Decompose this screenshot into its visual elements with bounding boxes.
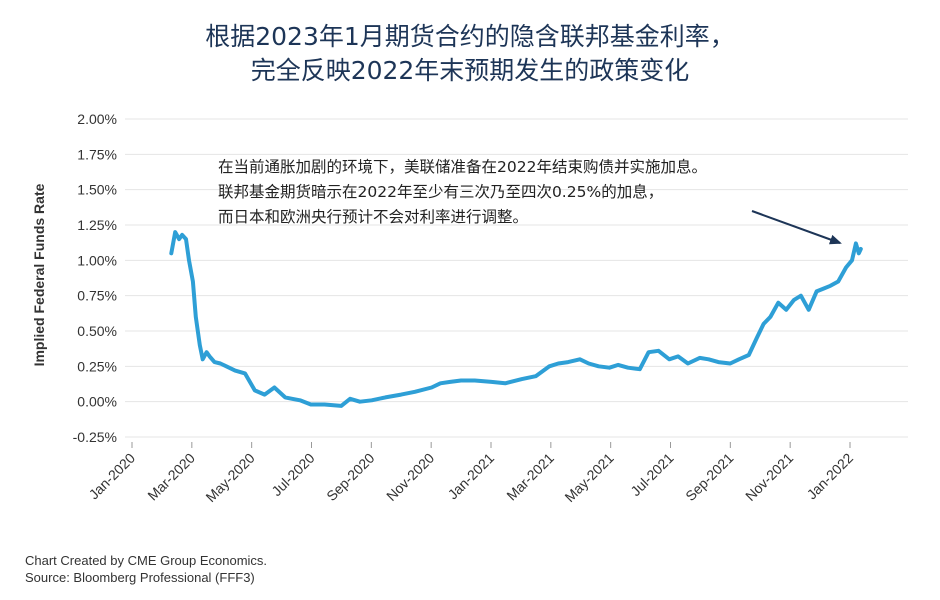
grid-lines <box>125 118 908 438</box>
x-tick-label: Mar-2021 <box>503 450 557 504</box>
x-tick-label: Mar-2020 <box>144 450 198 504</box>
y-tick-label: 0.75% <box>77 288 117 304</box>
y-tick-label: 0.50% <box>77 323 117 339</box>
annotation-arrow <box>751 210 842 245</box>
x-tick-label: Nov-2021 <box>742 450 796 504</box>
y-tick-label: 2.00% <box>77 111 117 127</box>
x-tick-label: Nov-2020 <box>383 450 437 504</box>
y-axis-tick-labels: -0.25% 0.00% 0.25% 0.50% 0.75% 1.00% 1.25% 1.50… <box>73 111 117 445</box>
x-tick-label: May-2020 <box>202 450 257 505</box>
chart-title-line-2: 完全反映2022年末预期发生的政策变化 <box>250 56 690 85</box>
x-axis-tick-labels: Jan-2020 Mar-2020 May-2020 Jul-2020 Sep-2020… <box>86 442 857 505</box>
footer-credit: Chart Created by CME Group Economics. <box>25 553 268 568</box>
x-tick-label: Jul-2020 <box>268 450 317 499</box>
annotation-line-1: 在当前通胀加剧的环境下，美联储准备在2022年结束购债并实施加息。 <box>218 157 707 176</box>
x-tick-label: Jan-2022 <box>804 450 857 503</box>
y-tick-label: 0.00% <box>77 394 117 410</box>
x-tick-label: Sep-2021 <box>682 450 736 504</box>
y-tick-label: 1.00% <box>77 252 117 268</box>
y-tick-label: 0.25% <box>77 358 117 374</box>
y-tick-label: -0.25% <box>73 429 117 445</box>
series-line-implied-rate <box>169 230 863 408</box>
annotation: 在当前通胀加剧的环境下，美联储准备在2022年结束购债并实施加息。 联邦基金期货… <box>218 157 842 245</box>
y-axis-label: Implied Federal Funds Rate <box>31 183 47 366</box>
chart-title-line-1: 根据2023年1月期货合约的隐含联邦基金利率， <box>205 22 735 51</box>
annotation-line-3: 而日本和欧洲央行预计不会对利率进行调整。 <box>218 208 528 226</box>
annotation-line-2: 联邦基金期货暗示在2022年至少有三次乃至四次0.25%的加息， <box>218 183 663 201</box>
x-tick-label: Jan-2020 <box>86 450 139 503</box>
x-tick-label: Jul-2021 <box>627 450 676 499</box>
y-tick-label: 1.50% <box>77 182 117 198</box>
y-tick-label: 1.25% <box>77 217 117 233</box>
chart-footer: Chart Created by CME Group Economics. So… <box>25 552 267 586</box>
footer-source: Source: Bloomberg Professional (FFF3) <box>25 570 255 585</box>
x-tick-label: Jan-2021 <box>445 450 498 503</box>
x-tick-label: May-2021 <box>561 450 616 505</box>
y-tick-label: 1.75% <box>77 146 117 162</box>
x-tick-label: Sep-2020 <box>323 450 377 504</box>
chart-title: 根据2023年1月期货合约的隐含联邦基金利率， 完全反映2022年末预期发生的政… <box>0 20 940 88</box>
